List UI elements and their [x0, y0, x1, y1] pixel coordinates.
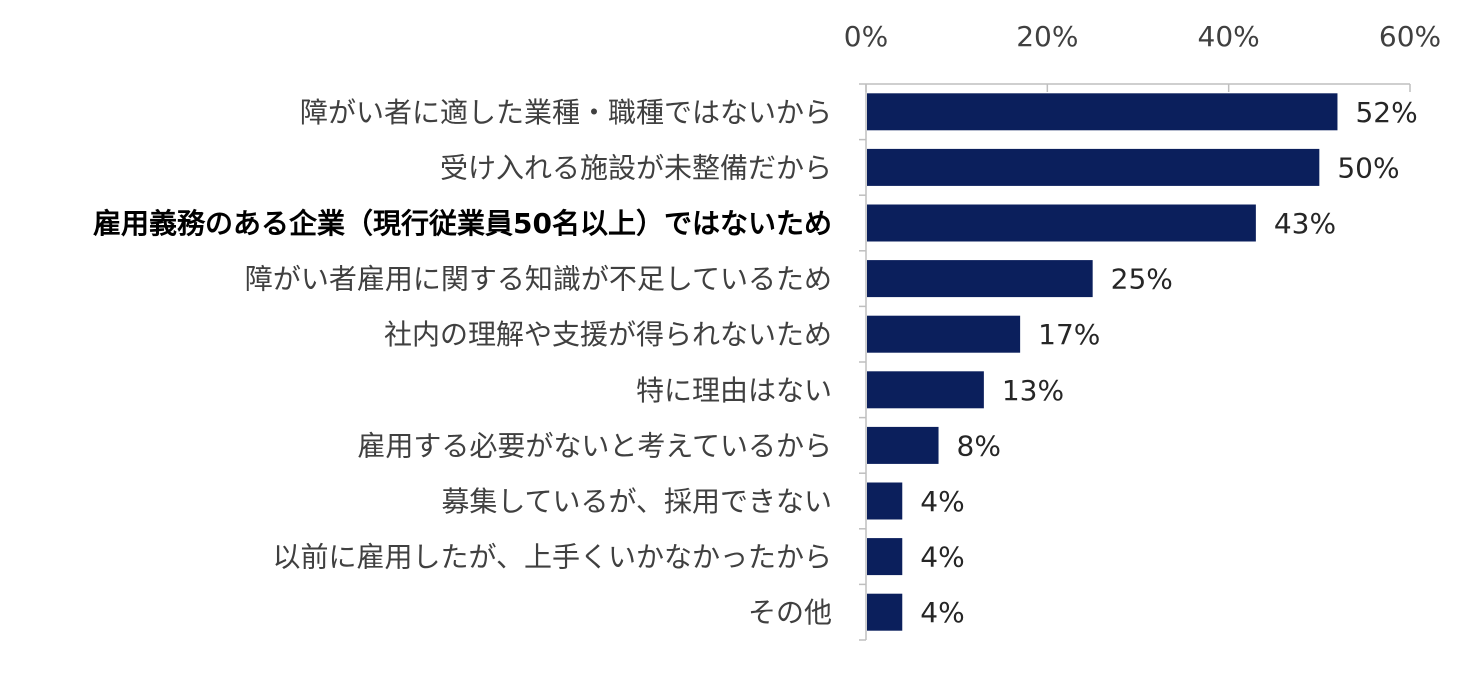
category-label: 受け入れる施設が未整備だから	[440, 151, 832, 184]
data-label: 4%	[920, 541, 964, 574]
data-label: 52%	[1355, 96, 1417, 129]
bar	[867, 315, 1021, 353]
data-label: 13%	[1002, 374, 1064, 407]
bar	[867, 593, 903, 631]
category-label: 以前に雇用したが、上手くいかなかったから	[273, 541, 832, 574]
category-label: 障がい者に適した業種・職種ではないから	[300, 96, 832, 129]
bar	[867, 93, 1338, 131]
bars-layer	[867, 93, 1338, 631]
category-label: 社内の理解や支援が得られないため	[384, 318, 832, 351]
data-label: 4%	[920, 485, 964, 518]
category-label: 障がい者雇用に関する知識が不足しているため	[245, 263, 832, 296]
x-tick-label: 60%	[1379, 20, 1441, 53]
bar	[867, 482, 903, 520]
data-label: 8%	[957, 429, 1001, 462]
category-label: 募集しているが、採用できない	[441, 485, 832, 518]
category-label: 雇用する必要がないと考えているから	[357, 429, 832, 462]
data-label: 25%	[1111, 263, 1173, 296]
axis-layer: 0% 20% 40% 60%	[844, 20, 1441, 641]
x-tick-label: 20%	[1016, 20, 1078, 53]
data-label: 43%	[1274, 207, 1336, 240]
data-label: 17%	[1038, 318, 1100, 351]
x-tick-label: 0%	[844, 20, 888, 53]
bar	[867, 538, 903, 576]
bar	[867, 426, 939, 464]
bar	[867, 371, 984, 409]
x-tick-label: 40%	[1198, 20, 1260, 53]
data-label: 4%	[920, 596, 964, 629]
data-label: 50%	[1337, 151, 1399, 184]
category-label: 雇用義務のある企業（現行従業員50名以上）ではないため	[93, 207, 832, 240]
category-label: 特に理由はない	[636, 374, 832, 407]
labels-layer: 障がい者に適した業種・職種ではないから 52% 受け入れる施設が未整備だから 50% 雇…	[93, 96, 1418, 629]
bar	[867, 148, 1320, 186]
category-label: その他	[748, 596, 832, 629]
bar	[867, 260, 1093, 298]
bar	[867, 204, 1256, 242]
